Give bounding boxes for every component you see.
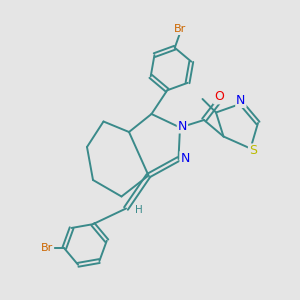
Text: S: S [249, 144, 257, 158]
Text: N: N [236, 94, 246, 107]
Text: H: H [135, 205, 142, 215]
Text: O: O [214, 90, 224, 104]
Text: N: N [178, 119, 187, 133]
Text: Br: Br [41, 243, 53, 253]
Text: N: N [180, 152, 190, 165]
Text: Br: Br [174, 24, 186, 34]
